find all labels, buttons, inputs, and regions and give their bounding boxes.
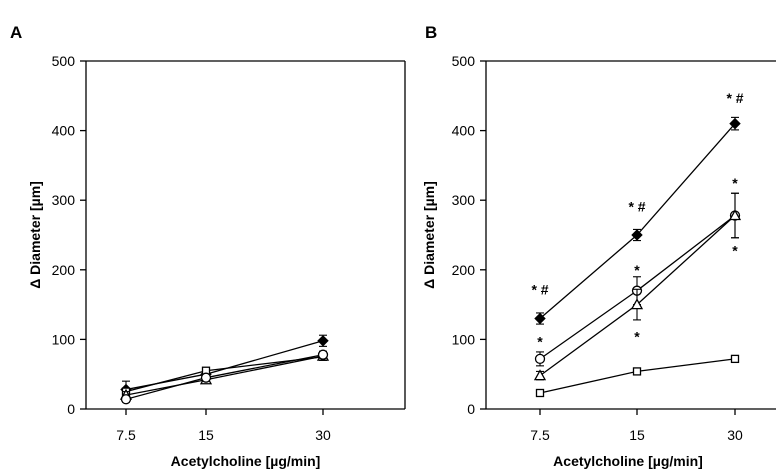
data-point-square <box>632 367 642 376</box>
x-tick-label: 15 <box>629 427 645 443</box>
significance-mark: * <box>634 262 640 278</box>
y-tick-label: 200 <box>452 262 476 278</box>
panel-label: B <box>425 23 437 42</box>
significance-mark: * # <box>726 90 743 106</box>
x-axis-title: Acetylcholine [µg/min] <box>171 453 321 469</box>
data-point-diamond <box>631 229 643 241</box>
data-point-square <box>535 388 545 398</box>
x-tick-label: 7.5 <box>530 427 550 443</box>
panel-label: A <box>10 23 22 42</box>
y-axis-title: Δ Diameter [µm] <box>421 181 437 289</box>
series-line <box>125 355 324 396</box>
series-line <box>125 340 324 391</box>
y-tick-label: 100 <box>52 331 76 347</box>
data-point-circle <box>317 349 329 360</box>
data-point-diamond <box>317 335 329 347</box>
x-axis-title: Acetylcholine [µg/min] <box>553 453 703 469</box>
y-axis-title: Δ Diameter [µm] <box>27 181 43 289</box>
series-diamond-filled <box>534 116 741 325</box>
series-triangle-open <box>533 192 742 381</box>
data-point-circle <box>534 353 546 365</box>
y-tick-label: 500 <box>52 53 76 69</box>
y-tick-label: 0 <box>467 401 475 417</box>
y-tick-label: 300 <box>52 192 76 208</box>
series-diamond-filled <box>120 334 329 399</box>
significance-mark: * <box>732 242 738 258</box>
data-point-circle <box>200 372 212 383</box>
significance-mark: * # <box>531 281 548 297</box>
y-tick-label: 400 <box>452 123 476 139</box>
x-tick-label: 30 <box>727 427 743 443</box>
x-tick-label: 15 <box>198 427 214 443</box>
series-line <box>125 354 324 400</box>
data-point-triangle <box>728 209 742 221</box>
y-tick-label: 200 <box>52 262 76 278</box>
y-tick-label: 500 <box>452 53 476 69</box>
significance-mark: * # <box>628 198 645 214</box>
x-tick-label: 7.5 <box>116 427 136 443</box>
significance-mark: * <box>732 175 738 191</box>
data-point-triangle <box>533 369 547 381</box>
data-point-square <box>730 354 740 364</box>
significance-mark: * <box>537 333 543 349</box>
data-point-diamond <box>534 312 546 325</box>
y-tick-label: 100 <box>452 331 476 347</box>
x-tick-label: 30 <box>315 427 331 443</box>
chart-panel-b: B 0 100 200 300 400 500 7.5 15 30 Acetylcholine [µ… <box>421 23 776 469</box>
data-point-diamond <box>729 117 741 130</box>
data-point-triangle <box>630 298 644 310</box>
y-tick-label: 400 <box>52 123 76 139</box>
y-tick-label: 300 <box>452 192 476 208</box>
chart-panel-a: A 0 100 200 300 400 500 7.5 15 30 Acetylcholine [µ… <box>10 23 406 469</box>
data-point-circle <box>120 394 132 405</box>
y-tick-label: 0 <box>67 401 75 417</box>
series-circle-open <box>120 349 329 405</box>
significance-mark: * <box>634 329 640 345</box>
series-square-open <box>535 354 740 398</box>
series-line <box>539 358 736 394</box>
